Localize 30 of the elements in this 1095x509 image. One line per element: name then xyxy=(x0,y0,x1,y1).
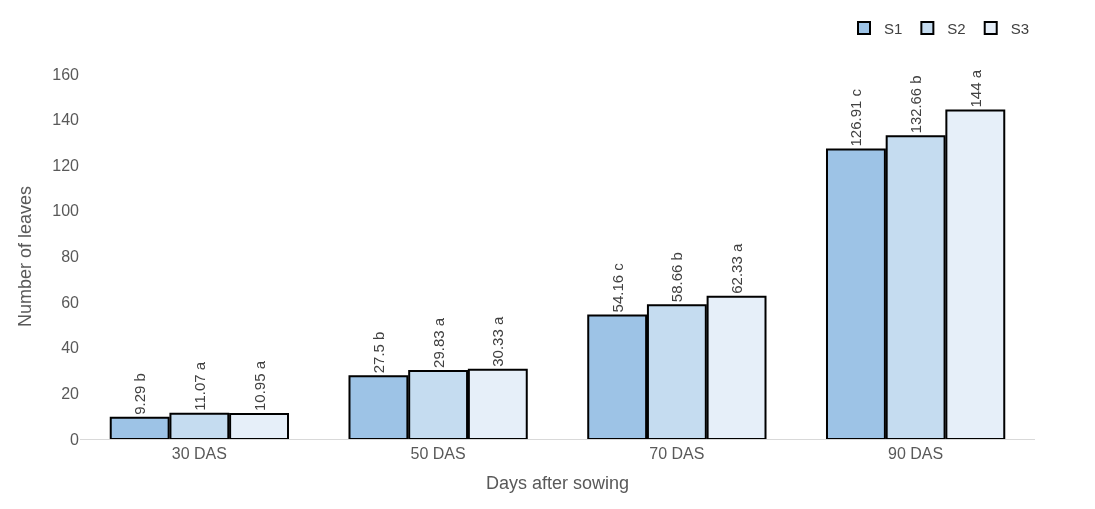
y-tick-label: 40 xyxy=(61,339,80,357)
x-tick-label: 70 DAS xyxy=(649,445,705,463)
data-label: 9.29 b xyxy=(131,373,149,415)
data-label: 132.66 b xyxy=(908,75,925,134)
data-label: 58.66 b xyxy=(668,252,686,303)
data-label: 126.91 c xyxy=(847,88,865,147)
y-tick-label: 20 xyxy=(61,384,80,402)
x-tick-label: 30 DAS xyxy=(171,445,227,463)
y-tick-label: 100 xyxy=(52,202,80,220)
data-label: 29.83 a xyxy=(429,317,447,368)
legend-label: S2 xyxy=(947,19,966,37)
legend-label: S1 xyxy=(884,19,903,37)
x-tick-label: 90 DAS xyxy=(888,445,944,463)
y-tick-label: 60 xyxy=(61,293,80,311)
data-label: 11.07 a xyxy=(190,361,208,411)
data-label: 54.16 c xyxy=(608,262,626,313)
y-tick-label: 0 xyxy=(70,430,80,448)
y-tick-label: 120 xyxy=(52,156,80,174)
data-label: 30.33 a xyxy=(489,316,507,367)
y-axis-title: Number of leaves xyxy=(15,185,36,328)
y-tick-label: 160 xyxy=(52,65,80,83)
data-label: 144 a xyxy=(966,69,984,108)
x-tick-label: 50 DAS xyxy=(410,445,466,463)
x-axis-title: Days after sowing xyxy=(485,473,630,494)
y-tick-label: 140 xyxy=(52,111,80,129)
data-label: 27.5 b xyxy=(369,331,387,374)
legend-label: S3 xyxy=(1010,19,1030,37)
data-label: 10.95 a xyxy=(250,360,268,412)
y-tick-label: 80 xyxy=(61,248,80,266)
data-label: 62.33 a xyxy=(728,243,746,294)
